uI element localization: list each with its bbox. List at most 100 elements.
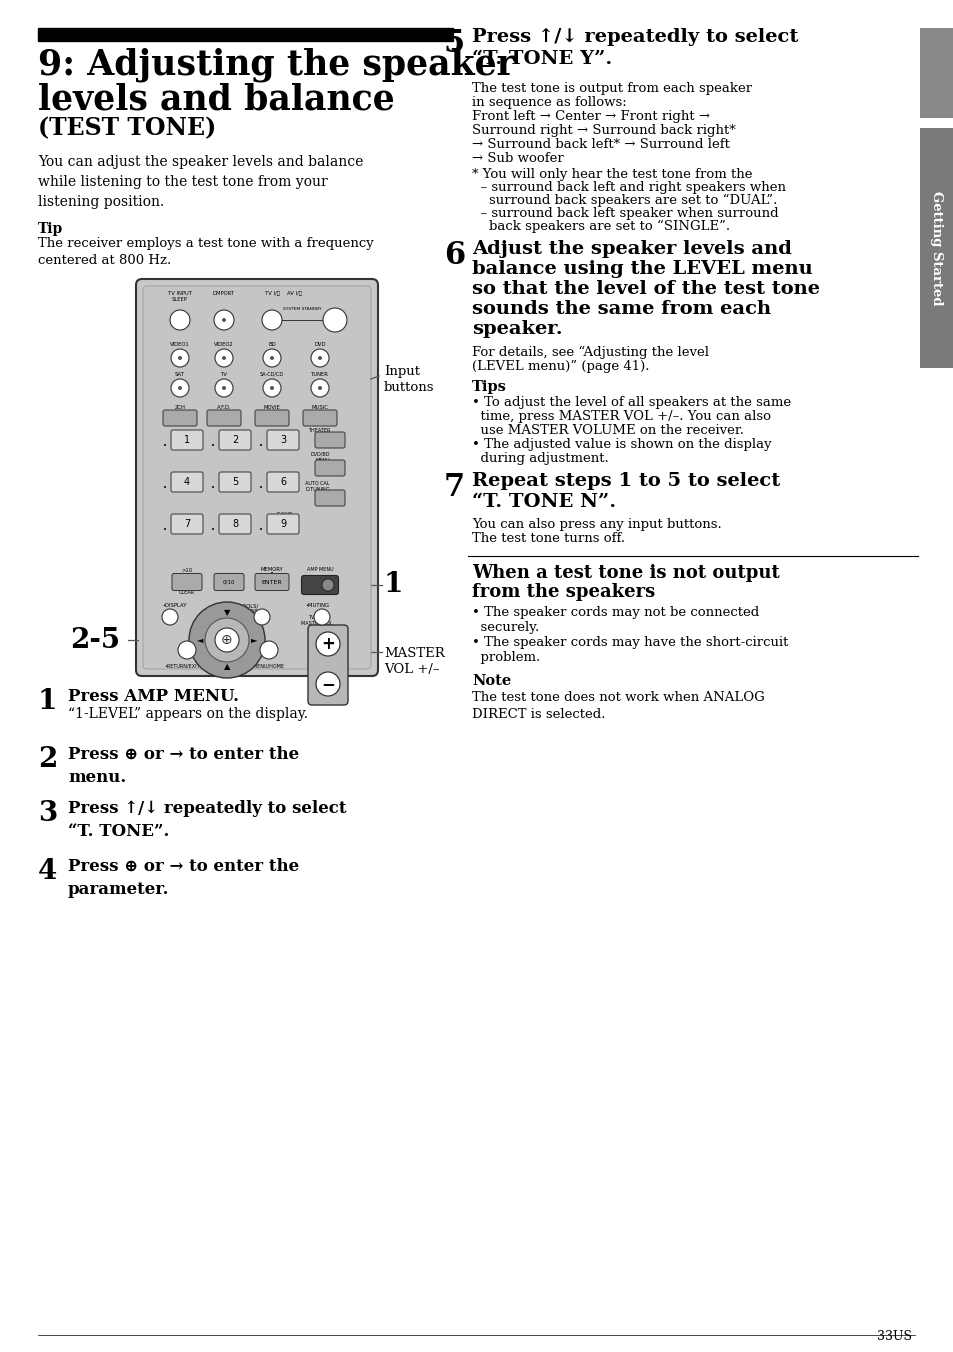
Text: 3: 3 (38, 800, 57, 827)
Text: The test tone turns off.: The test tone turns off. (472, 531, 624, 545)
Text: – surround back left speaker when surround: – surround back left speaker when surrou… (472, 207, 778, 220)
Text: •: • (163, 443, 167, 449)
Text: ENTER: ENTER (261, 580, 282, 584)
Text: Getting Started: Getting Started (929, 191, 943, 306)
Text: When a test tone is not output: When a test tone is not output (472, 564, 779, 581)
Text: ▼: ▼ (224, 608, 230, 618)
Circle shape (260, 641, 277, 658)
Text: DMPORT: DMPORT (213, 291, 234, 296)
Text: problem.: problem. (472, 652, 539, 664)
FancyBboxPatch shape (171, 472, 203, 492)
Text: levels and balance: levels and balance (38, 82, 395, 116)
Text: 7: 7 (184, 519, 190, 529)
Text: •: • (258, 443, 263, 449)
Text: A.F.D.: A.F.D. (216, 406, 231, 410)
FancyBboxPatch shape (267, 514, 298, 534)
Text: You can adjust the speaker levels and balance
while listening to the test tone f: You can adjust the speaker levels and ba… (38, 155, 363, 210)
Text: Input
buttons: Input buttons (384, 365, 434, 393)
Circle shape (270, 356, 274, 360)
Text: TV VOL
MASTER VOL: TV VOL MASTER VOL (301, 615, 333, 626)
Text: 7: 7 (443, 472, 465, 503)
FancyBboxPatch shape (219, 514, 251, 534)
Text: MUSIC: MUSIC (312, 406, 328, 410)
Circle shape (317, 387, 322, 389)
Text: 1: 1 (184, 435, 190, 445)
Text: Press AMP MENU.: Press AMP MENU. (68, 688, 239, 704)
FancyBboxPatch shape (143, 287, 371, 669)
Text: 1: 1 (384, 572, 403, 599)
Text: “T. TONE Y”.: “T. TONE Y”. (472, 50, 612, 68)
Text: 2: 2 (232, 435, 238, 445)
Text: SA-CD/CD: SA-CD/CD (259, 372, 284, 377)
Text: CLEAR: CLEAR (179, 589, 194, 595)
Text: Press ↑/↓ repeatedly to select: Press ↑/↓ repeatedly to select (472, 28, 798, 46)
Text: Press ↑/↓ repeatedly to select
“T. TONE”.: Press ↑/↓ repeatedly to select “T. TONE”… (68, 800, 346, 840)
FancyBboxPatch shape (267, 430, 298, 450)
Circle shape (317, 356, 322, 360)
FancyBboxPatch shape (171, 430, 203, 450)
Text: during adjustment.: during adjustment. (472, 452, 608, 465)
Text: AMP MENU: AMP MENU (306, 566, 333, 572)
Circle shape (214, 627, 239, 652)
Text: The test tone is output from each speaker: The test tone is output from each speake… (472, 82, 751, 95)
FancyBboxPatch shape (213, 573, 244, 591)
Circle shape (314, 608, 330, 625)
Circle shape (178, 387, 182, 389)
Circle shape (222, 356, 226, 360)
Bar (919, 28, 953, 118)
Bar (919, 128, 953, 368)
Text: “1-LEVEL” appears on the display.: “1-LEVEL” appears on the display. (68, 707, 308, 721)
Text: surround back speakers are set to “DUAL”.: surround back speakers are set to “DUAL”… (472, 193, 777, 207)
Text: • The speaker cords may have the short-circuit: • The speaker cords may have the short-c… (472, 635, 787, 649)
Text: •: • (270, 571, 274, 577)
Text: TV INPUT
SLEEP: TV INPUT SLEEP (168, 291, 192, 301)
Text: from the speakers: from the speakers (472, 583, 655, 602)
Text: 2-5: 2-5 (70, 626, 120, 653)
Text: THEATER: THEATER (307, 429, 330, 433)
Text: TV I/⏻: TV I/⏻ (264, 291, 279, 296)
Text: You can also press any input buttons.: You can also press any input buttons. (472, 518, 721, 531)
FancyBboxPatch shape (171, 514, 203, 534)
Text: • The speaker cords may not be connected: • The speaker cords may not be connected (472, 606, 759, 619)
Circle shape (189, 602, 265, 677)
FancyBboxPatch shape (254, 410, 289, 426)
Text: → Surround back left* → Surround left: → Surround back left* → Surround left (472, 138, 729, 151)
Text: SYSTEM STANDBY: SYSTEM STANDBY (282, 307, 321, 311)
Text: so that the level of the test tone: so that the level of the test tone (472, 280, 820, 297)
Text: •MENU/HOME: •MENU/HOME (250, 662, 284, 668)
Text: – surround back left and right speakers when: – surround back left and right speakers … (472, 181, 785, 193)
Text: 9: Adjusting the speaker: 9: Adjusting the speaker (38, 49, 515, 82)
Text: •: • (163, 527, 167, 533)
Circle shape (222, 387, 226, 389)
Text: “T. TONE N”.: “T. TONE N”. (472, 493, 616, 511)
Text: (LEVEL menu)” (page 41).: (LEVEL menu)” (page 41). (472, 360, 649, 373)
Circle shape (171, 349, 189, 366)
Circle shape (323, 308, 347, 333)
Text: VIDEO1: VIDEO1 (170, 342, 190, 347)
Circle shape (162, 608, 178, 625)
Text: •DISPLAY: •DISPLAY (162, 603, 186, 608)
Text: ▲: ▲ (224, 662, 230, 672)
Text: Note: Note (472, 675, 511, 688)
Text: 33US: 33US (876, 1330, 911, 1343)
Text: 6: 6 (279, 477, 286, 487)
Circle shape (253, 608, 270, 625)
Text: 9: 9 (279, 519, 286, 529)
Text: * You will only hear the test tone from the: * You will only hear the test tone from … (472, 168, 752, 181)
Text: MOVIE: MOVIE (263, 406, 280, 410)
Circle shape (178, 356, 182, 360)
Text: The receiver employs a test tone with a frequency
centered at 800 Hz.: The receiver employs a test tone with a … (38, 237, 374, 268)
Text: DVD: DVD (314, 342, 325, 347)
Text: 0/10: 0/10 (223, 580, 235, 584)
Text: •: • (163, 485, 167, 491)
Text: •RETURN/EXIT: •RETURN/EXIT (164, 662, 199, 668)
Text: back speakers are set to “SINGLE”.: back speakers are set to “SINGLE”. (472, 220, 729, 234)
Text: •: • (211, 443, 214, 449)
FancyBboxPatch shape (219, 472, 251, 492)
FancyBboxPatch shape (314, 433, 345, 448)
Text: MEMORY: MEMORY (260, 566, 283, 572)
Circle shape (263, 379, 281, 397)
Text: TUNER: TUNER (311, 372, 329, 377)
Text: 8: 8 (232, 519, 238, 529)
Bar (153, 339, 359, 403)
